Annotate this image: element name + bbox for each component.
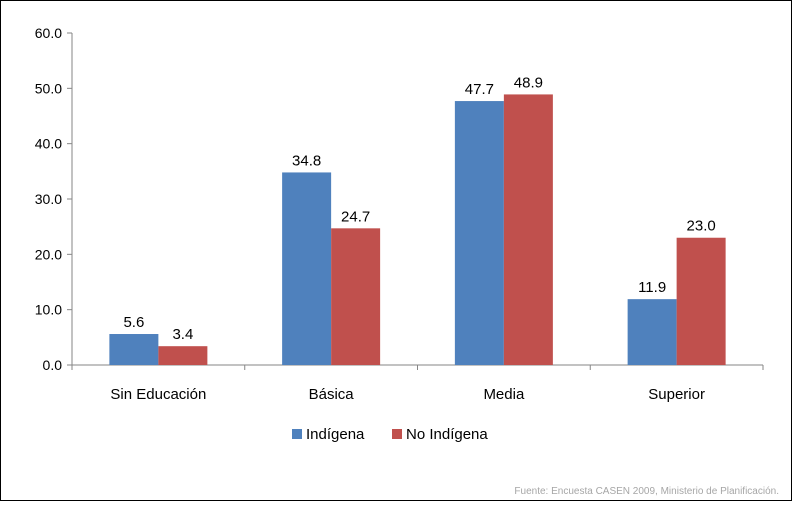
- data-label-no-indigena-media: 48.9: [514, 74, 543, 91]
- data-label-indigena-media: 47.7: [465, 81, 494, 98]
- data-label-indigena-basica: 34.8: [292, 152, 321, 169]
- source-note: Fuente: Encuesta CASEN 2009, Ministerio …: [514, 486, 779, 497]
- bar-no-indigena-sin-educacion: [158, 346, 208, 365]
- x-axis: Sin Educación Básica Media Superior: [71, 364, 764, 403]
- data-label-no-indigena-basica: 24.7: [341, 208, 370, 225]
- y-tick-label: 10.0: [35, 302, 62, 318]
- bar-no-indigena-superior: [676, 237, 726, 365]
- y-tick-label: 30.0: [35, 191, 62, 207]
- data-label-indigena-superior: 11.9: [638, 279, 666, 296]
- x-tick-label-superior: Superior: [648, 386, 705, 403]
- data-label-no-indigena-sin-educacion: 3.4: [172, 326, 193, 343]
- x-tick-label-media: Media: [483, 386, 525, 403]
- y-tick-label: 0.0: [43, 357, 63, 373]
- data-label-indigena-sin-educacion: 5.6: [123, 314, 144, 331]
- legend-swatch-no-indigena: [392, 429, 402, 439]
- bar-indigena-basica: [282, 172, 332, 365]
- y-tick-label: 60.0: [35, 25, 62, 41]
- bars: 5.6 3.4 34.8 24.7 47.7 48.9 11.9 23.0: [109, 74, 726, 366]
- legend-label-no-indigena: No Indígena: [406, 426, 488, 443]
- y-tick-label: 40.0: [35, 136, 62, 152]
- data-label-no-indigena-superior: 23.0: [687, 218, 716, 235]
- y-tick-label: 50.0: [35, 80, 62, 96]
- bar-no-indigena-media: [503, 94, 553, 366]
- y-tick-label: 20.0: [35, 246, 62, 262]
- legend-swatch-indigena: [292, 429, 302, 439]
- bar-indigena-sin-educacion: [109, 334, 159, 365]
- bar-no-indigena-basica: [331, 228, 381, 365]
- legend: Indígena No Indígena: [292, 426, 488, 443]
- x-tick-label-basica: Básica: [309, 386, 355, 403]
- y-axis: 0.0 10.0 20.0 30.0 40.0 50.0 60.0: [35, 25, 73, 373]
- x-tick-label-sin-educacion: Sin Educación: [110, 386, 206, 403]
- bar-indigena-media: [454, 101, 504, 365]
- bar-indigena-superior: [627, 299, 677, 365]
- legend-label-indigena: Indígena: [306, 426, 365, 443]
